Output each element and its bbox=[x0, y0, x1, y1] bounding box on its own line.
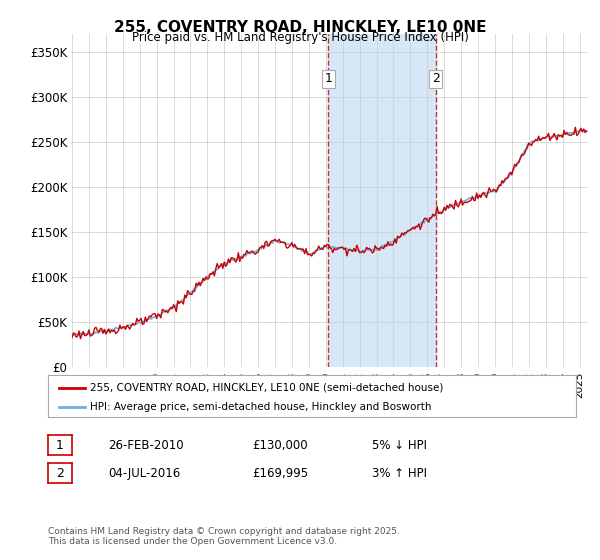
Text: 1: 1 bbox=[325, 72, 332, 85]
Text: HPI: Average price, semi-detached house, Hinckley and Bosworth: HPI: Average price, semi-detached house,… bbox=[90, 402, 432, 412]
Text: 2: 2 bbox=[56, 466, 64, 480]
Text: 1: 1 bbox=[56, 438, 64, 452]
Text: 255, COVENTRY ROAD, HINCKLEY, LE10 0NE (semi-detached house): 255, COVENTRY ROAD, HINCKLEY, LE10 0NE (… bbox=[90, 383, 443, 393]
Text: £130,000: £130,000 bbox=[252, 438, 308, 452]
Text: 26-FEB-2010: 26-FEB-2010 bbox=[108, 438, 184, 452]
Text: 2: 2 bbox=[432, 72, 440, 85]
Text: 04-JUL-2016: 04-JUL-2016 bbox=[108, 466, 180, 480]
Text: Price paid vs. HM Land Registry's House Price Index (HPI): Price paid vs. HM Land Registry's House … bbox=[131, 31, 469, 44]
Text: Contains HM Land Registry data © Crown copyright and database right 2025.
This d: Contains HM Land Registry data © Crown c… bbox=[48, 526, 400, 546]
Text: 3% ↑ HPI: 3% ↑ HPI bbox=[372, 466, 427, 480]
Bar bbox=[328, 34, 436, 367]
Text: 255, COVENTRY ROAD, HINCKLEY, LE10 0NE: 255, COVENTRY ROAD, HINCKLEY, LE10 0NE bbox=[114, 20, 486, 35]
Text: 5% ↓ HPI: 5% ↓ HPI bbox=[372, 438, 427, 452]
Text: £169,995: £169,995 bbox=[252, 466, 308, 480]
